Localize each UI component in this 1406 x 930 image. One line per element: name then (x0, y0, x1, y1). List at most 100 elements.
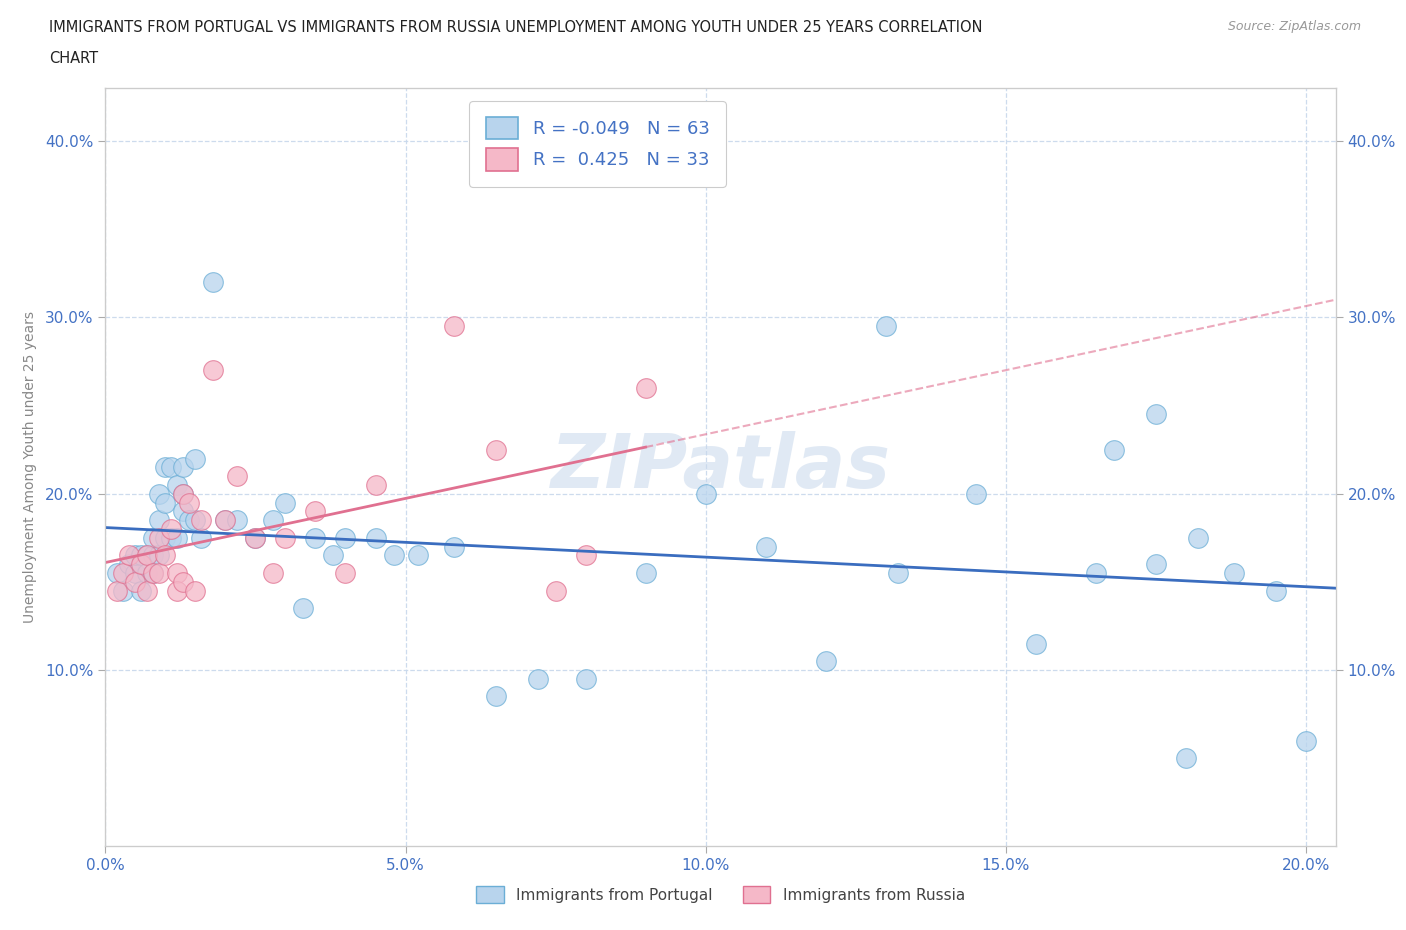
Point (544, 583, 567, 598)
Point (1187, 530, 1209, 545)
Legend: Immigrants from Portugal, Immigrants from Russia: Immigrants from Portugal, Immigrants fro… (468, 879, 973, 910)
Point (1222, 565, 1244, 580)
Point (755, 539, 778, 554)
Point (148, 512, 170, 527)
Point (263, 565, 285, 580)
Point (1264, 583, 1286, 598)
Point (886, 565, 908, 580)
Point (136, 565, 159, 580)
Point (142, 565, 165, 580)
Point (160, 522, 183, 537)
Point (245, 530, 267, 545)
Point (184, 512, 207, 527)
Point (172, 486, 194, 501)
Point (118, 548, 141, 563)
Point (202, 363, 225, 378)
Point (107, 565, 129, 580)
Point (226, 469, 249, 484)
Point (322, 548, 344, 563)
Point (179, 495, 201, 510)
Point (274, 495, 297, 510)
Point (136, 548, 159, 563)
Point (1144, 407, 1167, 422)
Point (695, 486, 717, 501)
Point (190, 530, 212, 545)
Point (160, 530, 183, 545)
Point (166, 565, 188, 580)
Point (274, 530, 297, 545)
Point (155, 548, 177, 563)
Point (406, 548, 429, 563)
Point (155, 495, 177, 510)
Point (214, 512, 236, 527)
Point (142, 565, 165, 580)
Point (131, 583, 153, 598)
Point (1084, 565, 1107, 580)
Point (112, 583, 135, 598)
Point (124, 575, 146, 590)
Point (112, 565, 135, 580)
Point (1295, 733, 1317, 748)
Point (364, 530, 387, 545)
Point (364, 477, 387, 492)
Point (142, 530, 165, 545)
Point (136, 548, 159, 563)
Point (172, 575, 194, 590)
Point (1102, 443, 1125, 458)
Point (107, 583, 129, 598)
Point (214, 512, 236, 527)
Point (292, 601, 315, 616)
Point (124, 548, 146, 563)
Point (155, 530, 177, 545)
Point (184, 583, 207, 598)
Point (160, 460, 183, 475)
Point (172, 486, 194, 501)
Point (484, 443, 506, 458)
Point (166, 583, 188, 598)
Point (148, 565, 170, 580)
Point (136, 583, 159, 598)
Text: IMMIGRANTS FROM PORTUGAL VS IMMIGRANTS FROM RUSSIA UNEMPLOYMENT AMONG YOUTH UNDE: IMMIGRANTS FROM PORTUGAL VS IMMIGRANTS F… (49, 20, 983, 35)
Point (574, 671, 596, 686)
Point (1144, 557, 1167, 572)
Point (443, 539, 465, 554)
Text: CHART: CHART (49, 51, 98, 66)
Text: Source: ZipAtlas.com: Source: ZipAtlas.com (1227, 20, 1361, 33)
Point (484, 689, 506, 704)
Point (118, 557, 141, 572)
Point (875, 319, 897, 334)
Point (148, 486, 170, 501)
Point (131, 548, 153, 563)
Point (304, 530, 326, 545)
Point (634, 380, 657, 395)
Point (245, 530, 267, 545)
Point (142, 548, 165, 563)
Point (131, 557, 153, 572)
Point (148, 530, 170, 545)
Point (166, 477, 188, 492)
Point (202, 274, 225, 289)
Point (634, 565, 657, 580)
Text: ZIPatlas: ZIPatlas (551, 431, 890, 504)
Point (304, 504, 326, 519)
Point (574, 548, 596, 563)
Y-axis label: Unemployment Among Youth under 25 years: Unemployment Among Youth under 25 years (22, 312, 37, 623)
Point (335, 530, 357, 545)
Point (124, 565, 146, 580)
Point (335, 565, 357, 580)
Point (526, 671, 548, 686)
Point (443, 319, 465, 334)
Point (172, 460, 194, 475)
Point (172, 504, 194, 519)
Point (184, 451, 207, 466)
Point (382, 548, 405, 563)
Point (965, 486, 987, 501)
Point (814, 654, 837, 669)
Point (179, 512, 201, 527)
Point (155, 460, 177, 475)
Point (226, 512, 249, 527)
Point (1025, 636, 1047, 651)
Point (190, 512, 212, 527)
Point (263, 512, 285, 527)
Point (166, 530, 188, 545)
